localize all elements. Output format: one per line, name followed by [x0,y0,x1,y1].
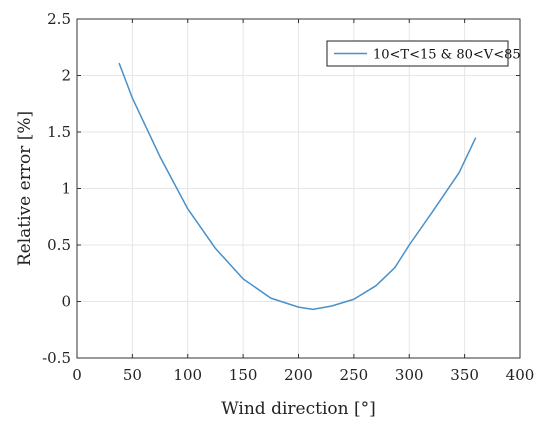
series-group [118,62,477,311]
axis-ticks: 0 50 100 150 200 250 300 350 400-0.500.511.522.5 [42,10,534,384]
x-tick-label: 150 [229,366,258,384]
y-tick-label: 1 [61,180,71,198]
x-tick-label: 250 [340,366,369,384]
x-tick-label: 50 [123,366,142,384]
y-tick-label: 1.5 [47,123,71,141]
series-line [118,62,477,311]
x-tick-label: 100 [173,366,202,384]
y-tick-label: 0.5 [47,236,71,254]
x-tick-label: 300 [395,366,424,384]
y-tick-label: 2.5 [47,10,71,28]
x-tick-label: 400 [506,366,535,384]
x-axis-label: Wind direction [°] [221,399,376,419]
x-tick-label: 200 [284,366,313,384]
y-tick-label: -0.5 [42,349,71,367]
x-tick-label: 350 [450,366,479,384]
legend: 10<T<15 & 80<V<85 [326,40,521,67]
y-tick-label: 0 [61,293,71,311]
x-tick-label: 0 [72,366,82,384]
legend-label: 10<T<15 & 80<V<85 [373,48,521,63]
y-tick-label: 2 [61,67,71,85]
y-axis-label: Relative error [%] [15,111,35,266]
